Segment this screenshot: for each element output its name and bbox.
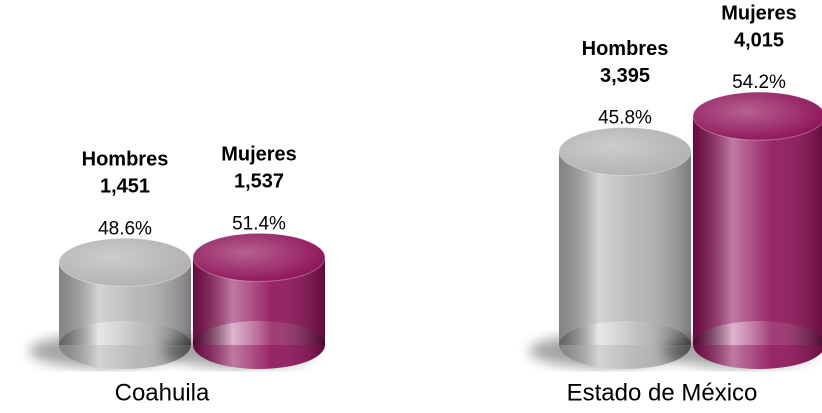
cylinder-shade (559, 151, 691, 345)
cylinder-top-shine (559, 127, 691, 176)
share-label: 45.8% (598, 108, 652, 129)
series-name: Hombres (582, 38, 669, 60)
cylinder-top-shine (59, 238, 191, 287)
value-label: 1,537 (234, 171, 284, 193)
series-name: Hombres (82, 149, 169, 171)
value-label: 1,451 (100, 176, 150, 198)
cylinder-top-shine (193, 233, 325, 282)
cylinder-top-shine (693, 92, 822, 141)
share-label: 48.6% (98, 218, 152, 239)
category-label: Coahuila (115, 379, 210, 406)
share-label: 51.4% (232, 213, 286, 234)
value-label: 3,395 (600, 65, 650, 87)
value-label: 4,015 (734, 29, 784, 51)
share-label: 54.2% (732, 72, 786, 93)
series-name: Mujeres (721, 2, 797, 24)
cylinder-shade (693, 116, 822, 346)
series-name: Mujeres (221, 144, 297, 166)
category-label: Estado de México (567, 379, 758, 406)
